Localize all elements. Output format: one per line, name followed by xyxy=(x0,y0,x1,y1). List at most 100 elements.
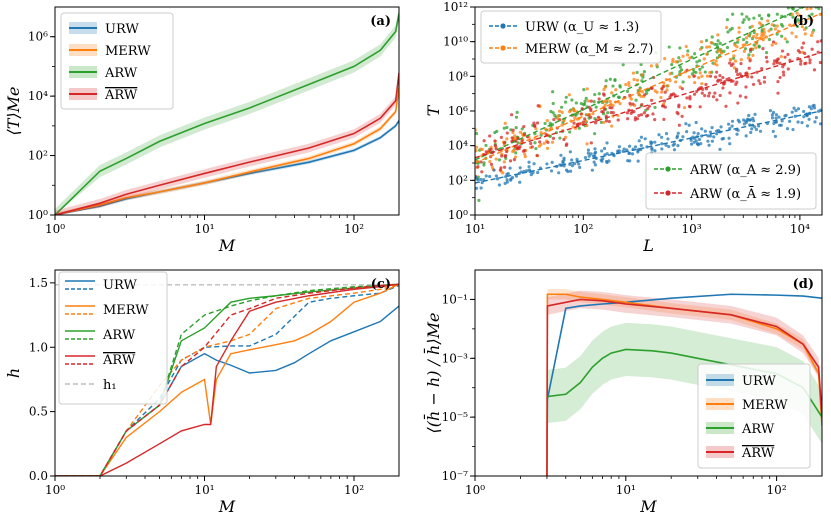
scatter-point xyxy=(794,35,798,39)
scatter-point xyxy=(818,60,822,65)
scatter-point xyxy=(800,25,804,29)
scatter-point xyxy=(511,128,515,132)
legend-label: h₁ xyxy=(103,378,117,393)
scatter-point xyxy=(721,86,725,90)
scatter-point xyxy=(475,175,478,180)
scatter-point xyxy=(488,159,492,164)
scatter-point xyxy=(816,50,820,54)
scatter-point xyxy=(758,129,763,133)
scatter-point xyxy=(611,111,615,115)
scatter-point xyxy=(566,169,570,174)
scatter-point xyxy=(797,13,802,18)
scatter-point xyxy=(535,121,540,125)
scatter-point xyxy=(568,110,572,114)
scatter-point xyxy=(808,111,812,115)
scatter-point xyxy=(703,129,707,133)
scatter-point xyxy=(518,166,522,170)
x-tick-label: 10³ xyxy=(682,222,702,236)
scatter-point xyxy=(633,145,638,149)
scatter-point xyxy=(513,155,518,159)
scatter-point xyxy=(794,109,798,113)
scatter-point xyxy=(738,94,742,98)
scatter-point xyxy=(635,70,639,75)
scatter-point xyxy=(671,143,675,147)
scatter-point xyxy=(671,57,675,61)
scatter-point xyxy=(811,104,815,108)
x-axis-label: M xyxy=(639,497,657,516)
scatter-point xyxy=(513,134,517,138)
scatter-point xyxy=(780,119,784,123)
scatter-point xyxy=(744,85,748,89)
scatter-point xyxy=(781,70,786,74)
scatter-point xyxy=(545,146,550,150)
legend-marker xyxy=(665,190,671,196)
scatter-point xyxy=(700,91,704,95)
scatter-point xyxy=(685,130,689,134)
scatter-point xyxy=(642,111,646,115)
scatter-point xyxy=(502,141,507,145)
scatter-point xyxy=(728,61,732,65)
series-line xyxy=(55,87,399,215)
scatter-point xyxy=(614,88,618,92)
scatter-point xyxy=(628,151,632,155)
scatter-point xyxy=(551,90,555,94)
series-line xyxy=(55,120,399,215)
scatter-point xyxy=(476,178,480,182)
y-tick-label: 10² xyxy=(28,149,48,163)
scatter-point xyxy=(550,140,555,144)
x-tick-label: 10⁰ xyxy=(45,222,65,236)
scatter-point xyxy=(712,135,716,139)
y-tick-label: 0.0 xyxy=(29,469,48,483)
scatter-point xyxy=(753,112,757,116)
scatter-point xyxy=(745,15,749,19)
scatter-point xyxy=(758,81,762,86)
scatter-point xyxy=(761,46,765,51)
scatter-point xyxy=(593,151,597,155)
scatter-point xyxy=(707,45,712,49)
scatter-point xyxy=(707,94,711,98)
legend-label: MERW xyxy=(105,44,151,59)
scatter-point xyxy=(700,127,704,131)
scatter-point xyxy=(573,116,577,120)
scatter-point xyxy=(577,126,581,130)
y-tick-label: 10⁴ xyxy=(448,139,468,153)
scatter-point xyxy=(495,129,499,134)
scatter-point xyxy=(475,145,479,149)
scatter-point xyxy=(505,172,509,176)
scatter-point xyxy=(600,149,604,153)
scatter-point xyxy=(754,42,758,46)
scatter-point xyxy=(626,117,630,121)
scatter-point xyxy=(762,27,766,31)
scatter-point xyxy=(596,115,601,119)
scatter-point xyxy=(660,142,664,146)
scatter-point xyxy=(765,60,769,64)
scatter-point xyxy=(494,157,498,161)
scatter-point xyxy=(704,38,709,43)
y-tick-label: 10⁰ xyxy=(448,208,468,222)
scatter-point xyxy=(552,117,556,122)
scatter-point xyxy=(714,59,718,63)
scatter-point xyxy=(698,67,702,72)
scatter-point xyxy=(603,103,607,107)
scatter-point xyxy=(698,105,702,109)
scatter-point xyxy=(762,30,767,34)
scatter-point xyxy=(618,85,622,89)
scatter-point xyxy=(639,143,643,148)
scatter-point xyxy=(685,96,689,100)
scatter-point xyxy=(666,84,670,88)
scatter-point xyxy=(649,64,653,68)
scatter-point xyxy=(765,50,769,55)
scatter-point xyxy=(750,75,754,79)
scatter-point xyxy=(626,159,630,163)
scatter-point xyxy=(770,116,775,120)
x-tick-label: 10² xyxy=(767,483,787,497)
scatter-point xyxy=(643,93,647,97)
scatter-point xyxy=(791,127,795,132)
scatter-point xyxy=(624,82,628,87)
scatter-point xyxy=(593,92,597,97)
scatter-point xyxy=(663,105,667,109)
scatter-point xyxy=(703,94,707,98)
scatter-point xyxy=(674,60,678,64)
legend-label: ARW xyxy=(102,353,136,368)
scatter-point xyxy=(646,107,650,111)
